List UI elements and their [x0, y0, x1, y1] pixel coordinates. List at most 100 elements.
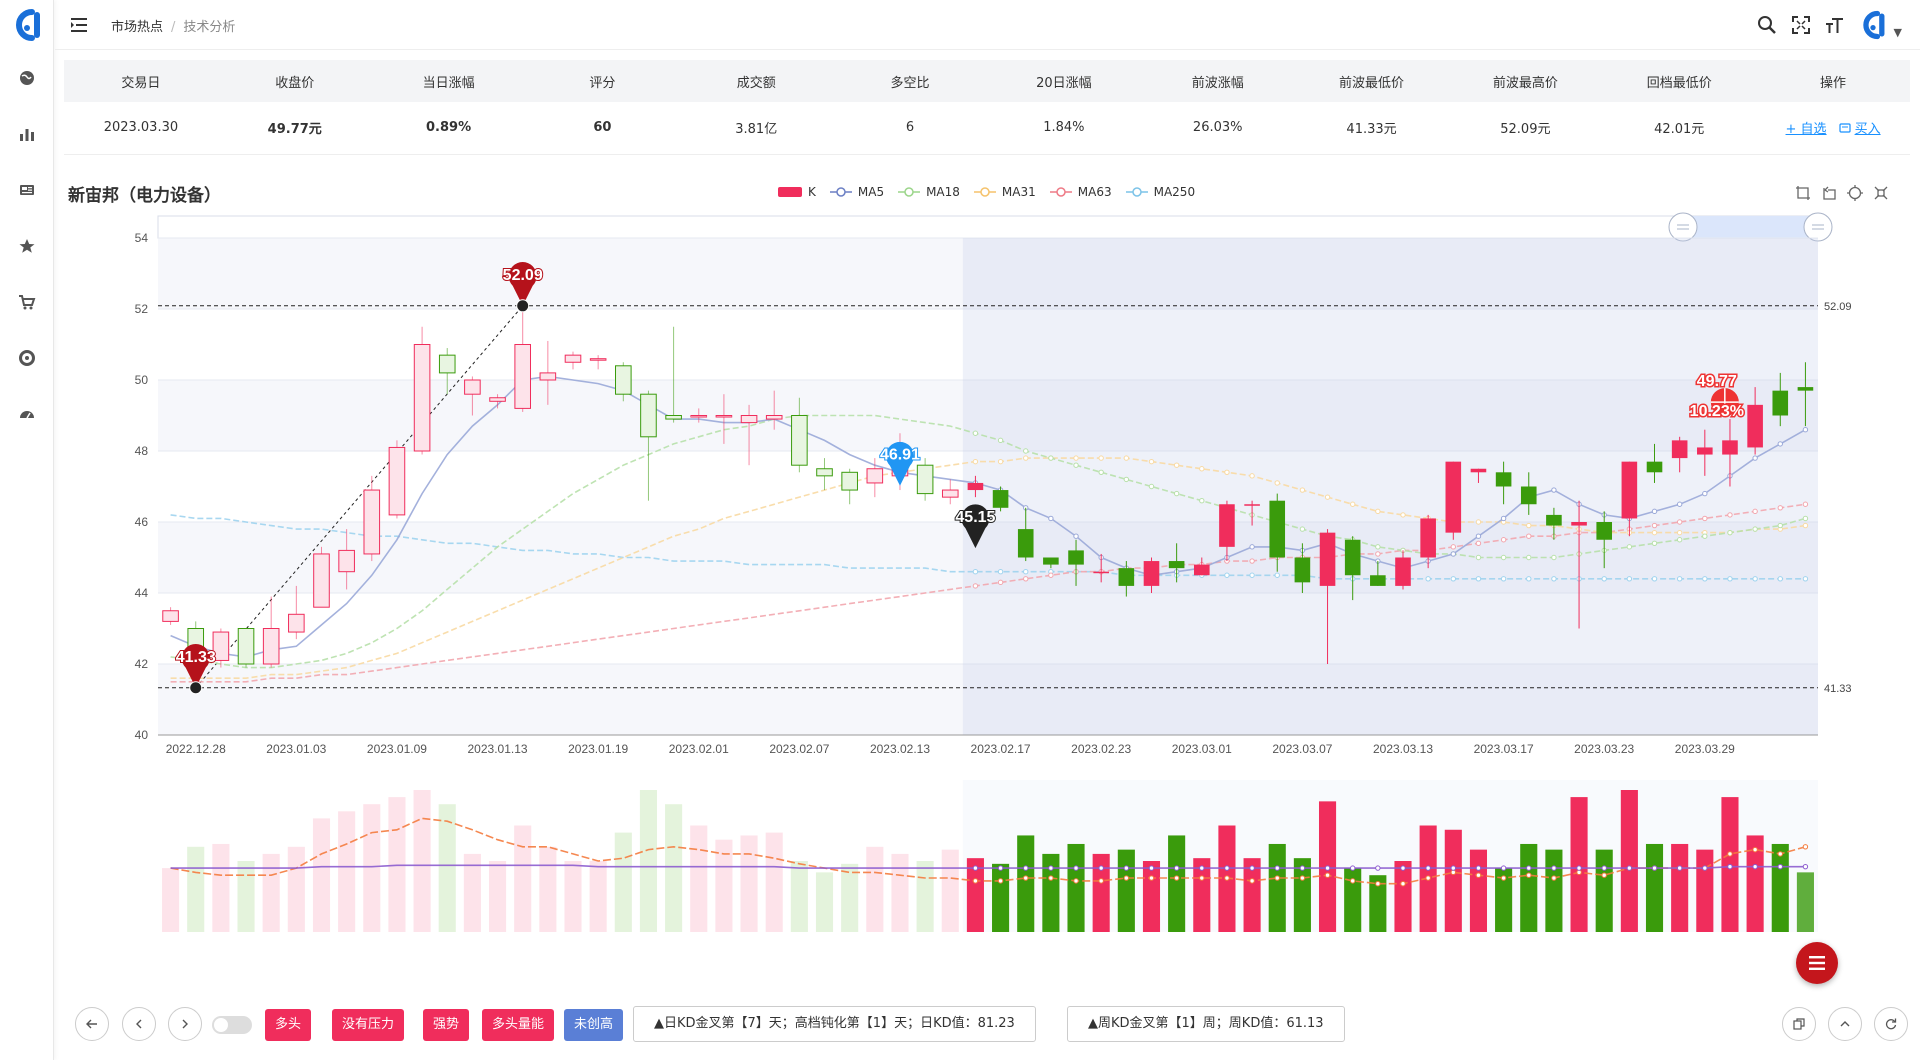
candle-body	[816, 468, 833, 477]
brand-logo-icon[interactable]	[10, 8, 44, 42]
zoom-reset-icon[interactable]	[1820, 184, 1838, 202]
top-bar: 市场热点 / 技术分析 ▼	[55, 0, 1920, 50]
chevron-down-icon[interactable]: ▼	[1893, 25, 1902, 39]
globe-icon[interactable]	[17, 68, 37, 88]
candle-body	[992, 490, 1009, 508]
copy-button[interactable]	[1782, 1007, 1816, 1041]
breadcrumb-parent[interactable]: 市场热点	[111, 20, 164, 35]
candle-body	[313, 553, 330, 608]
candle-body	[1219, 504, 1235, 547]
ma63-line-point	[1752, 508, 1758, 515]
floating-menu-button[interactable]	[1796, 942, 1838, 984]
star-icon[interactable]	[17, 236, 37, 256]
news-icon[interactable]	[17, 180, 37, 200]
tag-no-pressure[interactable]: 没有压力	[332, 1009, 405, 1041]
tag-strong[interactable]: 强势	[423, 1009, 470, 1041]
ma250-line-point	[1450, 576, 1457, 582]
legend-item-ma5[interactable]: MA5	[829, 185, 884, 199]
dashboard-icon[interactable]	[17, 404, 37, 424]
th-close: 收盘价	[217, 60, 372, 102]
volume-bar	[1469, 849, 1488, 932]
add-watchlist-link[interactable]: + 自选	[1785, 122, 1827, 138]
candlestick-chart[interactable]: 40 42 44 46 48 50 52 54 2022.12.28 2023.01.03 2023…	[0, 200, 1920, 940]
bar-chart-icon[interactable]	[17, 124, 37, 144]
back-button[interactable]	[75, 1007, 109, 1041]
save-image-icon[interactable]	[1872, 184, 1890, 202]
chevron-left-icon	[136, 1019, 142, 1029]
cell-wave-low: 41.33元	[1294, 102, 1449, 155]
ma63-line-point	[1249, 558, 1255, 564]
candle-body	[690, 415, 708, 418]
next-button[interactable]	[168, 1007, 202, 1041]
x-tick-label: 2023.03.17	[1474, 742, 1534, 756]
buy-label: 买入	[1854, 122, 1881, 138]
ma31-line-point	[1375, 508, 1381, 515]
marker-pin	[181, 643, 210, 688]
ma63-line-point	[1450, 544, 1457, 550]
toggle-switch[interactable]	[212, 1016, 252, 1034]
x-tick-label: 2022.12.28	[166, 742, 226, 756]
restore-icon[interactable]	[1846, 184, 1864, 202]
buy-link[interactable]: 买入	[1838, 122, 1881, 138]
menu-toggle-icon[interactable]	[69, 15, 89, 35]
legend-item-ma250[interactable]: MA250	[1125, 185, 1195, 199]
cart-icon[interactable]	[17, 292, 37, 312]
volume-ma-purple-point	[997, 865, 1004, 871]
fullscreen-icon[interactable]	[1790, 14, 1812, 36]
volume-ma-orange-point	[1526, 872, 1532, 878]
grid-band	[158, 380, 1818, 451]
ma31-line-point	[1349, 501, 1356, 507]
scroll-top-button[interactable]	[1828, 1007, 1862, 1041]
legend-swatch-icon	[1125, 187, 1148, 197]
user-avatar-icon[interactable]	[1858, 10, 1888, 40]
candle-body	[640, 393, 657, 438]
tag-no-new-high[interactable]: 未创高	[564, 1009, 624, 1041]
ma31-line-point	[1526, 522, 1532, 529]
refresh-button[interactable]	[1874, 1007, 1908, 1041]
x-tick-label: 2023.03.13	[1373, 742, 1433, 756]
candle-body	[841, 471, 858, 491]
volume-bar	[866, 846, 884, 932]
ma63-line-point	[1702, 515, 1708, 522]
candle-body	[288, 613, 305, 633]
ma5-line-point	[1676, 501, 1683, 507]
ma250-line-point	[1626, 576, 1633, 582]
candle-body	[1043, 557, 1059, 565]
candle-body	[1571, 522, 1587, 526]
top-tools: ▼	[1756, 10, 1902, 40]
legend-item-k[interactable]: K	[778, 185, 816, 199]
volume-ma-orange-point	[1400, 881, 1406, 887]
volume-ma-purple-point	[1777, 863, 1783, 870]
volume-bar	[1017, 835, 1035, 932]
volume-bar	[1243, 858, 1261, 932]
tag-bull[interactable]: 多头	[265, 1009, 312, 1041]
volume-ma-purple-point	[1802, 863, 1809, 870]
legend-item-ma18[interactable]: MA18	[898, 185, 960, 199]
ma63-line-point	[1023, 576, 1029, 582]
prev-button[interactable]	[122, 1007, 156, 1041]
volume-ma-orange-point	[1752, 846, 1758, 853]
font-size-icon[interactable]	[1824, 14, 1846, 36]
tag-bull-volume[interactable]: 多头量能	[482, 1009, 555, 1041]
ma63-line-point	[1500, 537, 1507, 543]
marker-label: 45.15	[955, 509, 995, 526]
volume-bar	[715, 839, 733, 932]
candle-body	[615, 365, 632, 395]
volume-bar	[262, 853, 280, 932]
volume-ma-orange-point	[1349, 878, 1356, 884]
cell-turnover: 3.81亿	[679, 102, 834, 155]
x-tick-label: 2023.01.09	[367, 742, 427, 756]
volume-ma-purple-point	[972, 865, 979, 871]
cell-change20: 1.84%	[986, 102, 1141, 155]
ma18-line-point	[1073, 462, 1079, 468]
ma63-line-point	[1802, 501, 1809, 507]
search-icon[interactable]	[1756, 14, 1778, 36]
zoom-select-icon[interactable]	[1794, 184, 1812, 202]
legend-item-ma63[interactable]: MA63	[1049, 185, 1112, 199]
volume-bar	[1067, 843, 1085, 932]
x-tick-label: 2023.02.23	[1071, 742, 1131, 756]
lifebuoy-icon[interactable]	[17, 348, 37, 368]
volume-ma-purple-point	[1400, 865, 1406, 871]
legend-item-ma31[interactable]: MA31	[973, 185, 1036, 199]
volume-bar	[463, 853, 481, 932]
